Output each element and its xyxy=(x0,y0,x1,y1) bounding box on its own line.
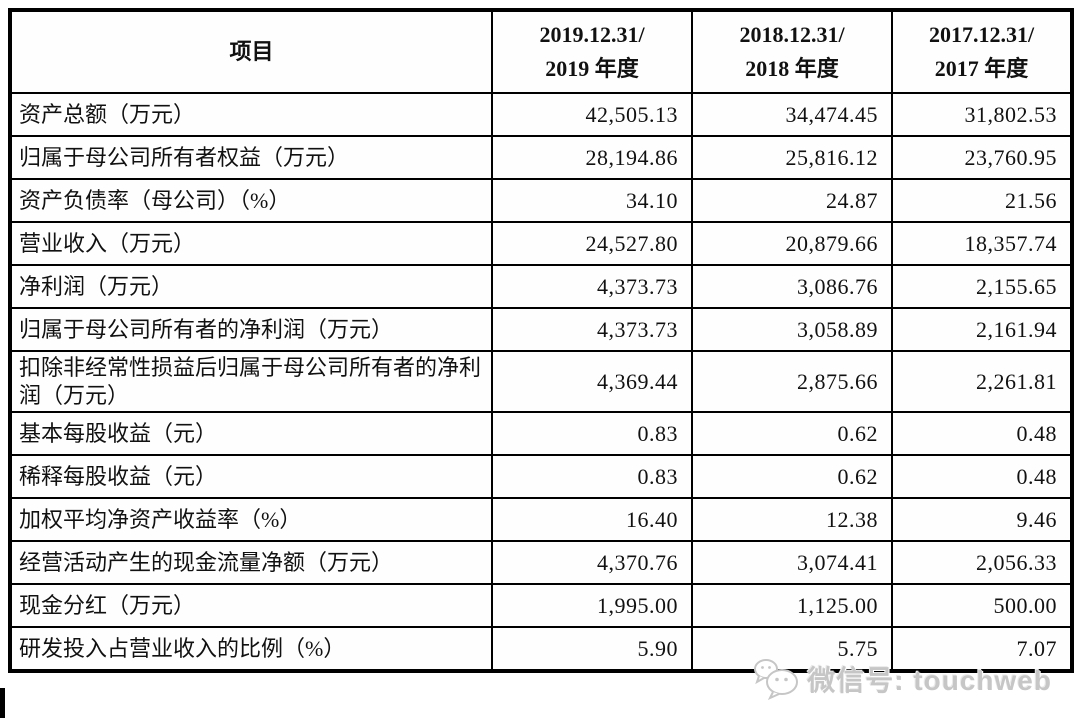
cell-value-2019: 0.83 xyxy=(491,454,693,499)
table-row: 基本每股收益（元） 0.83 0.62 0.48 xyxy=(9,411,1073,456)
cell-value-2017: 18,357.74 xyxy=(891,221,1073,266)
period-date: 2017.12.31/ xyxy=(928,22,1035,47)
cell-value-2017: 2,261.81 xyxy=(891,350,1073,413)
table-row: 现金分红（万元） 1,995.00 1,125.00 500.00 xyxy=(9,583,1073,628)
column-header-item: 项目 xyxy=(9,9,493,94)
cell-value-2019: 4,373.73 xyxy=(491,264,693,309)
table-body: 资产总额（万元） 42,505.13 34,474.45 31,802.53 归… xyxy=(9,92,1073,672)
cell-value-2018: 3,058.89 xyxy=(691,307,893,352)
row-label: 现金分红（万元） xyxy=(9,583,493,628)
row-label: 资产总额（万元） xyxy=(9,92,493,137)
cell-value-2018: 1,125.00 xyxy=(691,583,893,628)
row-label: 稀释每股收益（元） xyxy=(9,454,493,499)
row-label: 归属于母公司所有者权益（万元） xyxy=(9,135,493,180)
table-row: 净利润（万元） 4,373.73 3,086.76 2,155.65 xyxy=(9,264,1073,309)
cell-value-2019: 5.90 xyxy=(491,626,693,672)
cell-value-2017: 9.46 xyxy=(891,497,1073,542)
header-row: 项目 2019.12.31/ 2019 年度 2018.12.31/ 2018 … xyxy=(9,9,1073,94)
cell-value-2017: 2,161.94 xyxy=(891,307,1073,352)
cell-value-2017: 21.56 xyxy=(891,178,1073,223)
cell-value-2017: 2,056.33 xyxy=(891,540,1073,585)
cropped-table-edge xyxy=(0,688,5,718)
cell-value-2017: 7.07 xyxy=(891,626,1073,672)
table-row: 研发投入占营业收入的比例（%） 5.90 5.75 7.07 xyxy=(9,626,1073,672)
cell-value-2019: 1,995.00 xyxy=(491,583,693,628)
cell-value-2017: 0.48 xyxy=(891,411,1073,456)
row-label: 研发投入占营业收入的比例（%） xyxy=(9,626,493,672)
cell-value-2019: 42,505.13 xyxy=(491,92,693,137)
cell-value-2018: 20,879.66 xyxy=(691,221,893,266)
cell-value-2018: 2,875.66 xyxy=(691,350,893,413)
table-row: 归属于母公司所有者的净利润（万元） 4,373.73 3,058.89 2,16… xyxy=(9,307,1073,352)
period-date: 2019.12.31/ xyxy=(539,22,645,47)
cell-value-2017: 0.48 xyxy=(891,454,1073,499)
table-row: 资产总额（万元） 42,505.13 34,474.45 31,802.53 xyxy=(9,92,1073,137)
row-label: 基本每股收益（元） xyxy=(9,411,493,456)
row-label: 营业收入（万元） xyxy=(9,221,493,266)
table-row: 经营活动产生的现金流量净额（万元） 4,370.76 3,074.41 2,05… xyxy=(9,540,1073,585)
cell-value-2018: 3,074.41 xyxy=(691,540,893,585)
table-row: 稀释每股收益（元） 0.83 0.62 0.48 xyxy=(9,454,1073,499)
row-label: 加权平均净资产收益率（%） xyxy=(9,497,493,542)
table-row: 扣除非经常性损益后归属于母公司所有者的净利润（万元） 4,369.44 2,87… xyxy=(9,350,1073,413)
cell-value-2019: 0.83 xyxy=(491,411,693,456)
financial-summary-table: 项目 2019.12.31/ 2019 年度 2018.12.31/ 2018 … xyxy=(8,8,1074,673)
cell-value-2018: 34,474.45 xyxy=(691,92,893,137)
row-label: 净利润（万元） xyxy=(9,264,493,309)
cell-value-2018: 0.62 xyxy=(691,411,893,456)
cell-value-2019: 4,370.76 xyxy=(491,540,693,585)
row-label: 经营活动产生的现金流量净额（万元） xyxy=(9,540,493,585)
cell-value-2018: 3,086.76 xyxy=(691,264,893,309)
cell-value-2019: 24,527.80 xyxy=(491,221,693,266)
cell-value-2019: 4,369.44 xyxy=(491,350,693,413)
row-label: 资产负债率（母公司）（%） xyxy=(9,178,493,223)
table-row: 加权平均净资产收益率（%） 16.40 12.38 9.46 xyxy=(9,497,1073,542)
period-year: 2018 年度 xyxy=(745,56,839,81)
cell-value-2019: 4,373.73 xyxy=(491,307,693,352)
column-header-period-2018: 2018.12.31/ 2018 年度 xyxy=(691,9,893,94)
table-row: 归属于母公司所有者权益（万元） 28,194.86 25,816.12 23,7… xyxy=(9,135,1073,180)
column-header-period-2019: 2019.12.31/ 2019 年度 xyxy=(491,9,693,94)
cell-value-2018: 5.75 xyxy=(691,626,893,672)
cell-value-2017: 500.00 xyxy=(891,583,1073,628)
table-row: 营业收入（万元） 24,527.80 20,879.66 18,357.74 xyxy=(9,221,1073,266)
cell-value-2017: 2,155.65 xyxy=(891,264,1073,309)
table-row: 资产负债率（母公司）（%） 34.10 24.87 21.56 xyxy=(9,178,1073,223)
cell-value-2017: 23,760.95 xyxy=(891,135,1073,180)
cell-value-2018: 24.87 xyxy=(691,178,893,223)
column-header-period-2017: 2017.12.31/ 2017 年度 xyxy=(891,9,1073,94)
cell-value-2018: 12.38 xyxy=(691,497,893,542)
cell-value-2017: 31,802.53 xyxy=(891,92,1073,137)
row-label: 扣除非经常性损益后归属于母公司所有者的净利润（万元） xyxy=(9,350,493,413)
cell-value-2019: 16.40 xyxy=(491,497,693,542)
period-year: 2019 年度 xyxy=(545,56,639,81)
cell-value-2018: 0.62 xyxy=(691,454,893,499)
period-date: 2018.12.31/ xyxy=(739,22,845,47)
row-label: 归属于母公司所有者的净利润（万元） xyxy=(9,307,493,352)
cell-value-2019: 28,194.86 xyxy=(491,135,693,180)
table-header: 项目 2019.12.31/ 2019 年度 2018.12.31/ 2018 … xyxy=(9,9,1073,94)
period-year: 2017 年度 xyxy=(934,56,1029,81)
cell-value-2019: 34.10 xyxy=(491,178,693,223)
cell-value-2018: 25,816.12 xyxy=(691,135,893,180)
